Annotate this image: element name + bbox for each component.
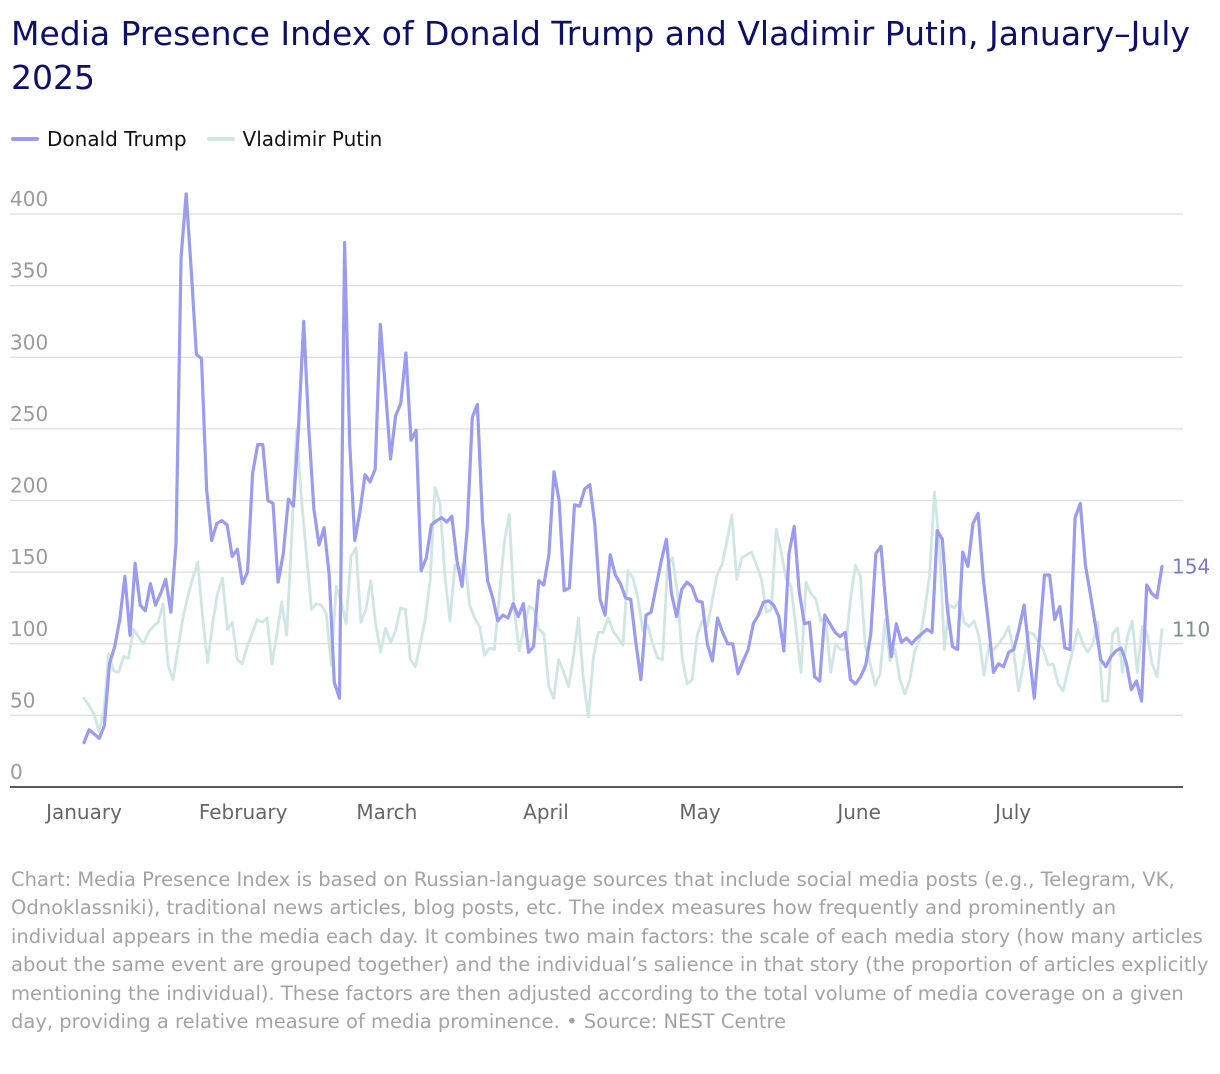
x-axis-ticks: January February March April May June July <box>44 800 1031 824</box>
chart-legend: Donald Trump Vladimir Putin <box>11 127 402 151</box>
y-tick-label: 300 <box>10 330 48 354</box>
y-tick-label: 250 <box>10 402 48 426</box>
y-tick-label: 150 <box>10 545 48 569</box>
series-lines <box>82 192 1164 745</box>
series-line-trump <box>82 192 1164 745</box>
legend-label-putin: Vladimir Putin <box>242 127 383 151</box>
legend-swatch-trump <box>11 137 39 141</box>
x-tick-label: June <box>835 800 881 824</box>
y-tick-label: 100 <box>10 617 48 641</box>
y-tick-label: 0 <box>10 760 23 784</box>
chart-title: Media Presence Index of Donald Trump and… <box>11 14 1190 97</box>
series-line-putin <box>82 427 1164 733</box>
end-labels: 154 110 <box>1172 554 1210 641</box>
x-tick-label: February <box>199 800 288 824</box>
end-label-trump: 154 <box>1172 554 1210 578</box>
y-tick-label: 350 <box>10 259 48 283</box>
x-tick-label: March <box>356 800 417 824</box>
line-chart: 0 50 100 150 200 250 300 350 400 January February… <box>10 187 1210 824</box>
legend-swatch-putin <box>206 137 235 141</box>
legend-label-trump: Donald Trump <box>47 127 187 151</box>
y-tick-label: 50 <box>10 688 35 712</box>
x-tick-label: July <box>993 800 1031 824</box>
grid-lines <box>10 213 1183 788</box>
y-axis-ticks: 0 50 100 150 200 250 300 350 400 <box>10 187 48 784</box>
legend-item-trump: Donald Trump <box>11 127 187 151</box>
end-label-putin: 110 <box>1172 617 1210 641</box>
x-tick-label: May <box>679 800 721 824</box>
chart-footnote: Chart: Media Presence Index is based on … <box>11 868 1209 1034</box>
x-tick-label: April <box>523 800 569 824</box>
legend-item-putin: Vladimir Putin <box>206 127 383 151</box>
x-tick-label: January <box>44 800 122 824</box>
y-tick-label: 200 <box>10 474 48 498</box>
y-tick-label: 400 <box>10 187 48 211</box>
